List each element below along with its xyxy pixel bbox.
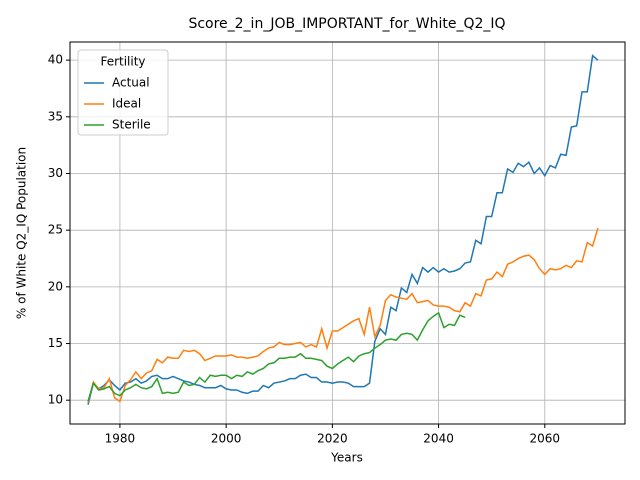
y-tick-label: 30 [48,166,63,180]
x-tick-label: 2040 [423,432,454,446]
legend-box [77,49,169,136]
chart-title: Score_2_in_JOB_IMPORTANT_for_White_Q2_IQ [188,16,505,32]
plot-frame [69,41,626,425]
x-tick-label: 1980 [105,432,136,446]
x-tick-label: 2020 [317,432,348,446]
y-tick-label: 25 [48,223,63,237]
legend-title: Fertility [100,55,145,69]
y-tick-label: 35 [48,109,63,123]
y-tick-label: 40 [48,53,63,67]
x-tick-label: 2000 [211,432,242,446]
y-axis-label: % of White Q2_IQ Population [15,147,29,319]
y-tick-label: 10 [48,393,63,407]
legend-label: Sterile [112,118,151,132]
legend-label: Actual [112,76,150,90]
x-tick-label: 2060 [530,432,561,446]
y-tick-label: 20 [48,279,63,293]
x-axis-label: Years [330,451,363,465]
line-series [87,54,599,405]
line-series [87,227,599,403]
legend-label: Ideal [112,97,141,111]
line-series [87,311,466,402]
y-tick-label: 15 [48,336,63,350]
legend: Fertility Actual Ideal Sterile [77,49,169,136]
